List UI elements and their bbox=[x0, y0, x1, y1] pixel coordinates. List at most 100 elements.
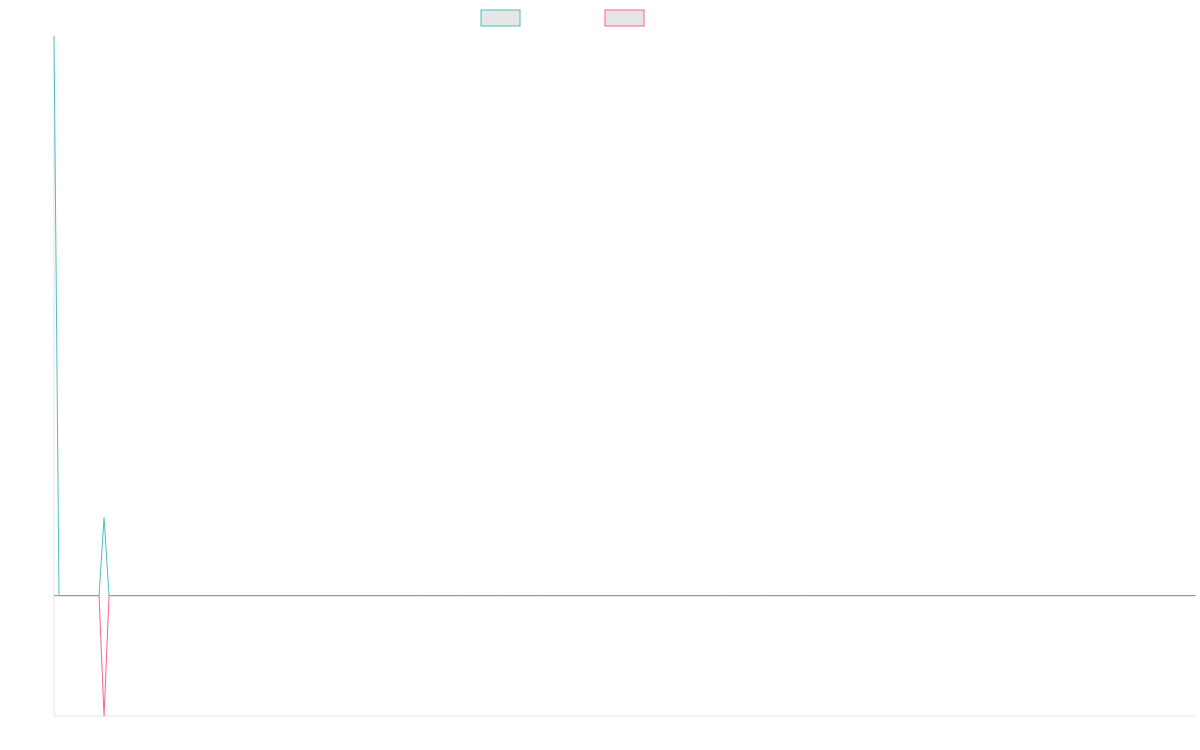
series-2-point bbox=[158, 595, 160, 597]
series-2-point bbox=[383, 595, 385, 597]
series-2-point bbox=[138, 595, 140, 597]
series-2-point bbox=[453, 595, 455, 597]
series-2-point bbox=[578, 595, 581, 597]
series-2-point bbox=[749, 595, 751, 597]
series-2-point bbox=[899, 595, 901, 597]
series-2-point bbox=[1149, 595, 1151, 597]
series-2-point bbox=[1039, 595, 1041, 597]
series-2-point bbox=[658, 595, 661, 597]
series-2-point bbox=[728, 595, 731, 597]
series-2-point bbox=[153, 595, 155, 597]
series-2-point bbox=[118, 595, 120, 597]
series-2-point bbox=[789, 595, 791, 597]
series-2-point bbox=[1109, 595, 1111, 597]
series-2-point bbox=[503, 595, 505, 597]
series-2-point bbox=[363, 595, 365, 597]
series-2-point bbox=[628, 595, 631, 597]
series-2-point bbox=[603, 595, 606, 597]
series-1-point bbox=[103, 516, 105, 519]
series-2-point bbox=[824, 595, 826, 597]
series-2-point bbox=[408, 595, 410, 597]
series-2-point bbox=[1179, 595, 1181, 597]
series-2-point bbox=[819, 595, 821, 597]
series-2-point bbox=[844, 595, 846, 597]
plot-area bbox=[53, 35, 1196, 717]
series-2-point bbox=[1024, 595, 1026, 597]
series-2-point bbox=[193, 595, 195, 597]
series-2-point bbox=[528, 595, 531, 597]
series-2-point bbox=[203, 595, 205, 597]
series-2-point bbox=[538, 595, 541, 597]
series-2-point bbox=[909, 595, 911, 597]
series-2-point bbox=[343, 595, 345, 597]
series-2-point bbox=[954, 595, 956, 597]
series-2-point bbox=[493, 595, 495, 597]
series-2-point bbox=[744, 595, 746, 597]
series-2-point bbox=[108, 595, 110, 597]
series-2-point bbox=[148, 595, 150, 597]
series-2-point bbox=[698, 595, 701, 597]
series-2-point bbox=[553, 595, 556, 597]
series-2-point bbox=[939, 595, 941, 597]
series-2-point bbox=[919, 595, 921, 597]
series-2-point bbox=[243, 595, 245, 597]
series-2-point bbox=[849, 595, 851, 597]
series-2-point bbox=[784, 595, 786, 597]
series-2-point bbox=[103, 715, 105, 717]
series-2-point bbox=[53, 595, 55, 597]
series-2-point bbox=[1119, 595, 1121, 597]
series-2-point bbox=[318, 595, 320, 597]
series-2-point bbox=[393, 595, 395, 597]
series-2-point bbox=[864, 595, 866, 597]
series-2-point bbox=[643, 595, 646, 597]
series-2-point bbox=[999, 595, 1001, 597]
series-2-point bbox=[508, 595, 510, 597]
series-2-point bbox=[934, 595, 936, 597]
series-2-point bbox=[683, 595, 686, 597]
series-2-point bbox=[248, 595, 250, 597]
series-2-point bbox=[293, 595, 295, 597]
series-2-point bbox=[638, 595, 641, 597]
series-2-point bbox=[1094, 595, 1096, 597]
series-2-point bbox=[914, 595, 916, 597]
series-2-point bbox=[733, 595, 736, 597]
series-2-point bbox=[964, 595, 966, 597]
series-2-point bbox=[764, 595, 766, 597]
series-2-point bbox=[703, 595, 706, 597]
series-2-point bbox=[208, 595, 210, 597]
series-2-point bbox=[533, 595, 536, 597]
series-2-point bbox=[1114, 595, 1116, 597]
series-2-point bbox=[1044, 595, 1046, 597]
series-2-point bbox=[1134, 595, 1136, 597]
series-2-point bbox=[378, 595, 380, 597]
series-2-point bbox=[548, 595, 551, 597]
series-2-point bbox=[478, 595, 480, 597]
series-2-point bbox=[238, 595, 240, 597]
series-2-point bbox=[799, 595, 801, 597]
series-2-point bbox=[323, 595, 325, 597]
series-2-point bbox=[198, 595, 200, 597]
series-2-point bbox=[58, 595, 60, 597]
series-2-point bbox=[929, 595, 931, 597]
series-2-point bbox=[448, 595, 450, 597]
series-2-point bbox=[168, 595, 170, 597]
series-2-point bbox=[1194, 595, 1196, 597]
series-2-point bbox=[483, 595, 485, 597]
series-2-point bbox=[884, 595, 886, 597]
series-2-point bbox=[338, 595, 340, 597]
series-2-point bbox=[88, 595, 90, 597]
series-2-point bbox=[213, 595, 215, 597]
series-2-point bbox=[874, 595, 876, 597]
series-2-point bbox=[523, 595, 526, 597]
series-2-point bbox=[834, 595, 836, 597]
series-2-point bbox=[1099, 595, 1101, 597]
series-2-point bbox=[1154, 595, 1156, 597]
series-2-point bbox=[678, 595, 681, 597]
series-2-point bbox=[258, 595, 260, 597]
series-2-point bbox=[904, 595, 906, 597]
series-2-point bbox=[593, 595, 596, 597]
series-2-point bbox=[989, 595, 991, 597]
series-2-point bbox=[608, 595, 611, 597]
series-2-point bbox=[1079, 595, 1081, 597]
series-2-point bbox=[488, 595, 490, 597]
